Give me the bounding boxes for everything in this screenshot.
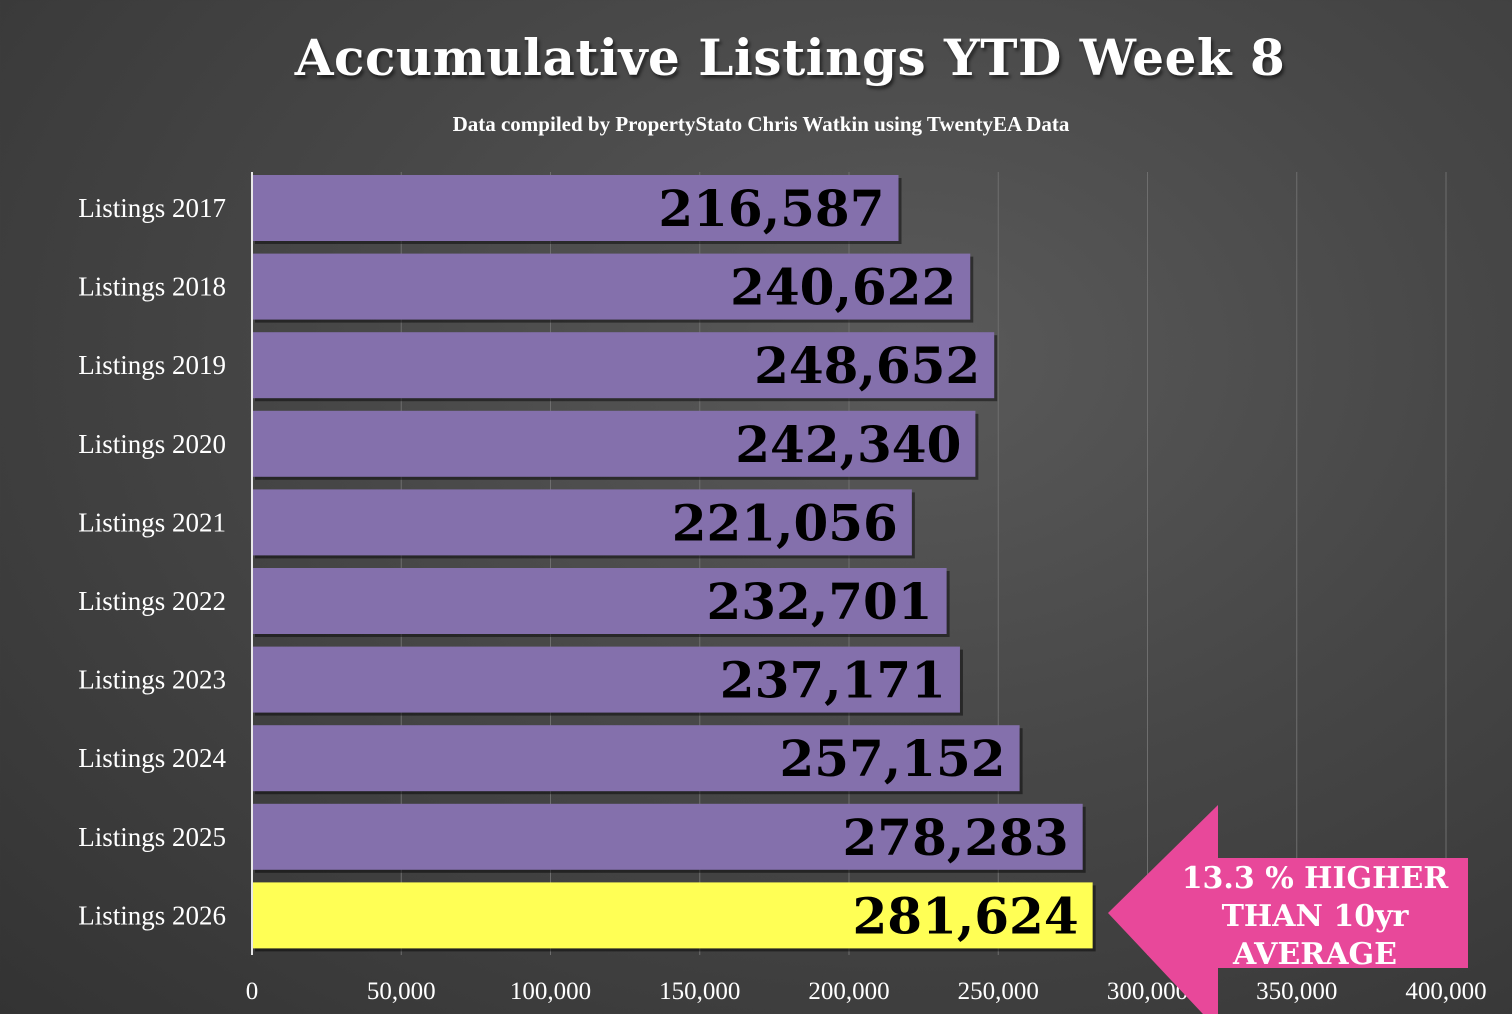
callout-arrow xyxy=(1108,805,1468,1014)
x-tick-label: 0 xyxy=(246,978,259,1005)
category-label: Listings 2026 xyxy=(78,900,226,930)
bar xyxy=(252,489,912,556)
data-label: 257,152 xyxy=(779,729,1005,788)
callout-text: AVERAGE xyxy=(1232,937,1397,972)
bar xyxy=(252,332,995,399)
bar xyxy=(252,253,971,320)
data-label: 221,056 xyxy=(672,493,898,552)
x-tick-label: 350,000 xyxy=(1256,978,1337,1005)
x-tick-label: 50,000 xyxy=(367,978,436,1005)
bar xyxy=(252,803,1083,870)
bars: 216,587 240,622 248,652 242,340 221,056 232,7… xyxy=(252,175,1096,952)
x-tick-label: 100,000 xyxy=(510,978,591,1005)
data-label: 216,587 xyxy=(658,179,884,238)
x-tick-label: 150,000 xyxy=(659,978,740,1005)
x-tick-label: 250,000 xyxy=(958,978,1039,1005)
axes: 0 50,000 100,000 150,000 200,000 250,000 300,0… xyxy=(78,172,1487,1005)
category-label: Listings 2022 xyxy=(78,586,226,616)
data-label: 232,701 xyxy=(706,572,932,631)
category-label: Listings 2021 xyxy=(78,507,226,537)
category-label: Listings 2020 xyxy=(78,429,226,459)
bar-highlight xyxy=(252,882,1093,949)
bar xyxy=(252,725,1020,792)
x-tick-label: 200,000 xyxy=(808,978,889,1005)
callout-text: THAN 10yr xyxy=(1222,899,1410,934)
category-label: Listings 2019 xyxy=(78,350,226,380)
category-label: Listings 2024 xyxy=(78,743,226,773)
data-label: 248,652 xyxy=(754,336,980,395)
chart-subtitle: Data compiled by PropertyStato Chris Wat… xyxy=(452,112,1070,136)
data-label: 281,624 xyxy=(852,886,1078,945)
callout-text: 13.3 % HIGHER xyxy=(1182,861,1450,896)
category-label: Listings 2025 xyxy=(78,822,226,852)
category-label: Listings 2017 xyxy=(78,193,226,223)
bar xyxy=(252,410,976,477)
bar xyxy=(252,568,947,634)
x-tick-label: 400,000 xyxy=(1405,978,1486,1005)
data-label: 278,283 xyxy=(843,808,1069,867)
bar xyxy=(252,175,899,241)
data-label: 240,622 xyxy=(730,258,956,317)
chart-title: Accumulative Listings YTD Week 8 xyxy=(294,28,1286,87)
bar xyxy=(252,646,960,713)
category-label: Listings 2023 xyxy=(78,665,226,695)
data-label: 237,171 xyxy=(720,651,946,710)
category-label: Listings 2018 xyxy=(78,272,226,302)
data-label: 242,340 xyxy=(735,415,961,474)
